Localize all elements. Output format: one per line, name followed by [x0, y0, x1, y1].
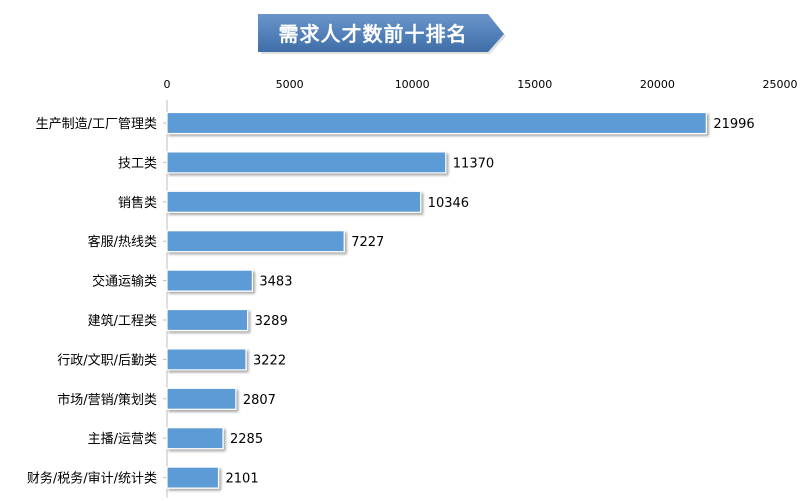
chart-title: 需求人才数前十排名	[278, 22, 468, 46]
data-label: 21996	[713, 117, 754, 132]
data-label: 2807	[243, 393, 276, 408]
data-label: 2101	[226, 472, 259, 487]
bar	[166, 308, 249, 332]
x-tick-label: 15000	[517, 78, 552, 91]
category-label: 交通运输类	[92, 274, 157, 290]
x-tick-label: 25000	[763, 78, 798, 91]
bar	[166, 151, 447, 174]
category-label: 客服/热线类	[88, 234, 157, 250]
category-label: 主播/运营类	[88, 432, 157, 447]
category-label: 销售类	[118, 195, 157, 211]
x-tick-label: 20000	[640, 78, 675, 91]
x-tick-label: 5000	[276, 78, 304, 91]
x-axis: 0 5000 10000 15000 20000 25000	[164, 78, 798, 91]
title-banner-shape	[258, 14, 506, 54]
bar	[166, 427, 224, 450]
y-axis: 生产制造/工厂管理类技工类销售类客服/热线类交通运输类建筑/工程类行政/文职/后…	[27, 100, 168, 498]
bar	[166, 230, 345, 253]
x-tick-label: 0	[164, 78, 171, 91]
bar	[166, 466, 220, 489]
bars	[166, 111, 707, 489]
data-label: 2285	[230, 432, 263, 447]
bar	[166, 111, 707, 135]
data-label: 3222	[253, 353, 286, 368]
data-label: 3289	[255, 314, 288, 329]
category-label: 行政/文职/后勤类	[57, 353, 157, 368]
category-label: 生产制造/工厂管理类	[36, 117, 157, 132]
x-tick-label: 10000	[395, 78, 430, 91]
category-label: 财务/税务/审计/统计类	[27, 471, 157, 487]
bar	[166, 190, 422, 213]
category-label: 市场/营销/策划类	[57, 392, 157, 408]
bar	[166, 269, 254, 292]
chart-title-banner: 需求人才数前十排名	[258, 14, 508, 54]
data-labels: 21996 11370 10346 7227 3483 3289 3222 2807 2285 2…	[226, 117, 755, 487]
bar	[166, 387, 237, 410]
data-label: 10346	[428, 196, 469, 211]
bar	[166, 348, 247, 371]
data-label: 3483	[259, 275, 292, 290]
category-label: 技工类	[118, 156, 157, 171]
category-label: 建筑/工程类	[88, 313, 157, 329]
data-label: 11370	[453, 156, 494, 171]
data-label: 7227	[351, 235, 384, 250]
